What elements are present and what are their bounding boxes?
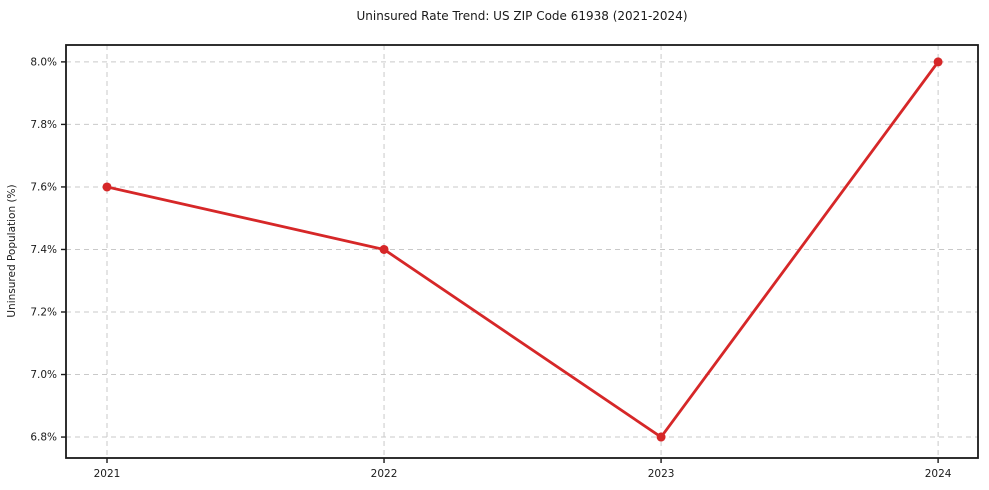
y-tick-label: 7.8% <box>30 119 57 131</box>
data-point-marker <box>933 57 943 67</box>
chart-title: Uninsured Rate Trend: US ZIP Code 61938 … <box>356 9 687 23</box>
x-tick-label: 2022 <box>371 468 398 480</box>
y-tick-label: 8.0% <box>30 56 57 68</box>
x-tick-label: 2021 <box>94 468 121 480</box>
y-tick-label: 7.4% <box>30 244 57 256</box>
y-tick-label: 7.0% <box>30 369 57 381</box>
y-tick-label: 7.6% <box>30 182 57 194</box>
data-point-marker <box>379 244 389 254</box>
trend-line <box>105 60 940 439</box>
data-point-marker <box>102 182 112 192</box>
y-tick-label: 7.2% <box>30 307 57 319</box>
data-point-marker <box>656 432 666 442</box>
plot-area <box>66 45 978 458</box>
data-series <box>102 57 943 442</box>
plot-border <box>65 44 979 459</box>
axis-ticks: 6.8% 7.0% 7.2% 7.4% 7.6% 7.8% 8.0% 2021 2022 2023… <box>30 56 951 480</box>
y-axis-label: Uninsured Population (%) <box>6 184 18 317</box>
gridlines <box>66 45 978 458</box>
y-tick-label: 6.8% <box>30 432 57 444</box>
x-tick-label: 2023 <box>648 468 675 480</box>
x-tick-label: 2024 <box>925 468 952 480</box>
